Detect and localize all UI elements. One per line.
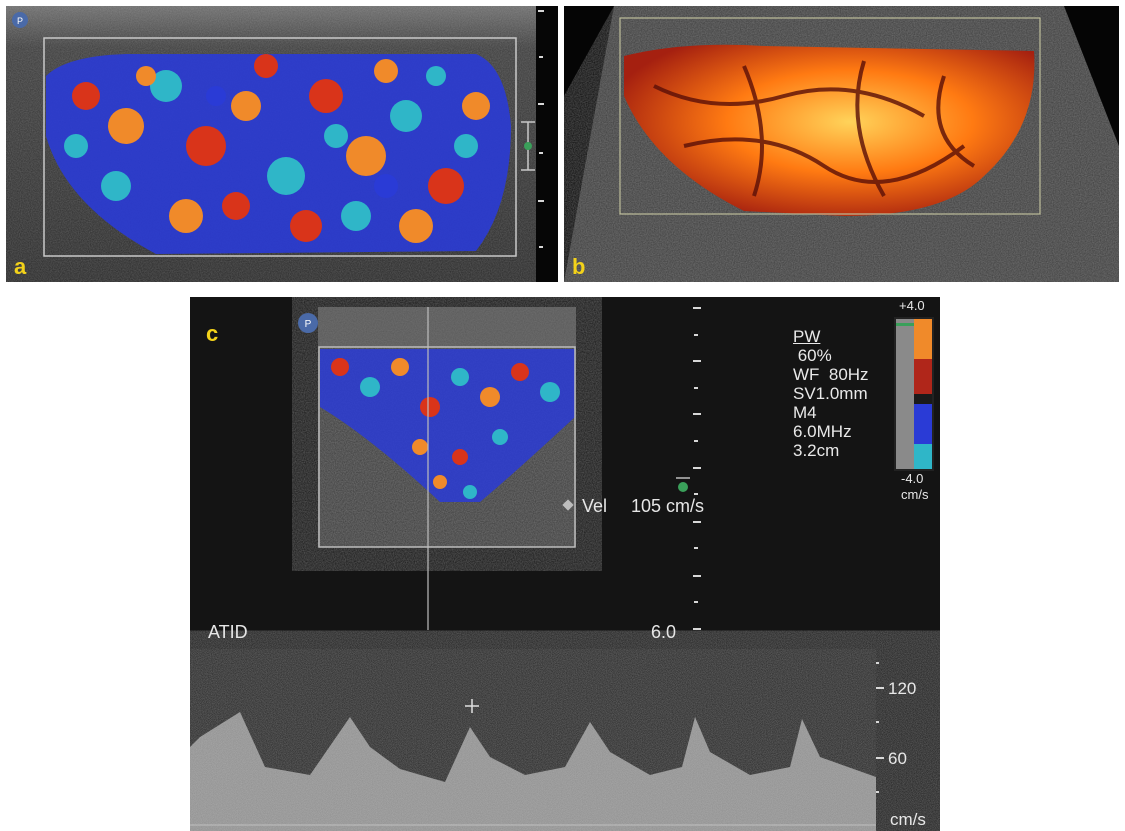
panel-a: P a (6, 6, 558, 282)
probe-logo-icon-c: P (298, 313, 318, 333)
roi-box-c (318, 346, 576, 548)
svg-text:P: P (17, 16, 23, 26)
param-depth: 3.2cm (793, 441, 840, 460)
probe-logo-icon: P (12, 12, 28, 28)
param-mode: PW (793, 327, 821, 346)
panel-c-image: P (190, 297, 940, 831)
panel-a-image: P (6, 6, 558, 282)
power-vessels (653, 60, 976, 197)
spectral-tick-60: 60 (888, 749, 907, 768)
svg-text:P: P (305, 319, 312, 330)
spectral-tick-120: 120 (888, 679, 917, 698)
site-label: ATID (208, 622, 248, 642)
velocity-label: Vel (582, 496, 608, 516)
param-gain: 60% (793, 346, 832, 365)
param-sample-volume: SV1.0mm (793, 384, 868, 403)
spectral-cursor-icon (465, 699, 479, 713)
roi-box-b (619, 17, 1041, 215)
roi-box-a (43, 37, 517, 257)
panel-c-label: c (206, 321, 219, 346)
param-frequency: 6.0MHz (793, 422, 852, 441)
panel-b-image (564, 6, 1119, 282)
param-map: M4 (793, 403, 817, 422)
panel-a-label: a (14, 254, 27, 279)
doppler-speckle (64, 54, 490, 243)
colorbar-unit: cm/s (901, 487, 929, 502)
focus-marker-c (676, 477, 690, 492)
panel-c: P c PW 60% WF 80Hz SV1.0mm M4 6.0MH (190, 297, 940, 831)
acquisition-params: PW 60% WF 80Hz SV1.0mm M4 6.0MHz 3.2cm (793, 327, 869, 460)
panel-b: b (564, 6, 1119, 282)
colorbar-top-value: +4.0 (899, 298, 925, 313)
velocity-colorbar (894, 317, 934, 471)
spectral-unit: cm/s (890, 810, 926, 829)
sample-gate-icon (562, 499, 574, 511)
depth-value: 6.0 (651, 622, 677, 642)
panel-b-label: b (572, 254, 586, 279)
focus-marker-icon (521, 121, 535, 171)
param-wall-filter: WF 80Hz (793, 365, 869, 384)
doppler-speckle-c (331, 358, 560, 499)
velocity-value: 105 cm/s (631, 496, 705, 516)
colorbar-bottom-value: -4.0 (901, 471, 924, 486)
